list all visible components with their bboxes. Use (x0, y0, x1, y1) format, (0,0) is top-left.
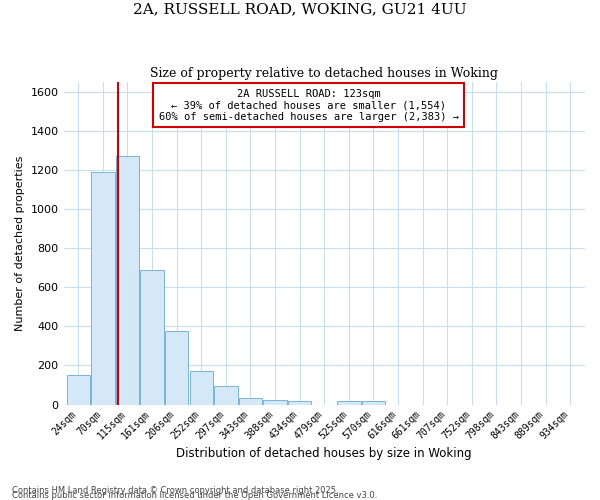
Bar (263, 400, 287, 404)
Bar (190, 372, 213, 404)
X-axis label: Distribution of detached houses by size in Woking: Distribution of detached houses by size … (176, 447, 472, 460)
Bar (140, 270, 164, 404)
Text: 2A, RUSSELL ROAD, WOKING, GU21 4UU: 2A, RUSSELL ROAD, WOKING, GU21 4UU (133, 2, 467, 16)
Bar (67, 376, 90, 404)
Bar (214, 386, 238, 404)
Bar (362, 400, 385, 404)
Bar (337, 400, 361, 404)
Bar (91, 172, 115, 404)
Bar (288, 400, 311, 404)
Text: Contains public sector information licensed under the Open Government Licence v3: Contains public sector information licen… (12, 491, 377, 500)
Y-axis label: Number of detached properties: Number of detached properties (15, 156, 25, 331)
Bar (239, 398, 262, 404)
Bar (165, 332, 188, 404)
Title: Size of property relative to detached houses in Woking: Size of property relative to detached ho… (150, 66, 498, 80)
Bar (116, 156, 139, 404)
Text: Contains HM Land Registry data © Crown copyright and database right 2025.: Contains HM Land Registry data © Crown c… (12, 486, 338, 495)
Text: 2A RUSSELL ROAD: 123sqm
← 39% of detached houses are smaller (1,554)
60% of semi: 2A RUSSELL ROAD: 123sqm ← 39% of detache… (158, 88, 458, 122)
